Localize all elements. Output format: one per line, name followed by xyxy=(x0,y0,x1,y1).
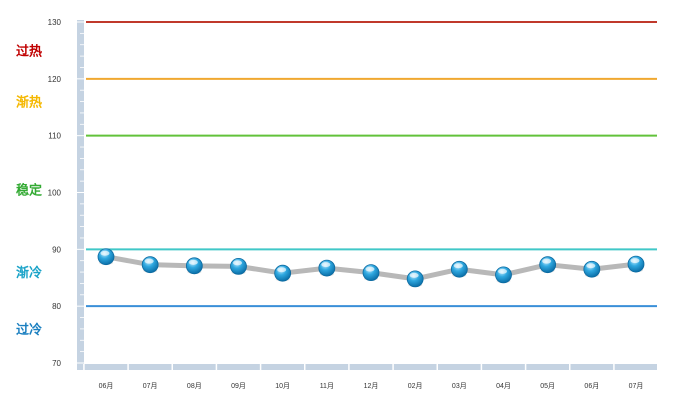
y-axis-bar xyxy=(77,20,84,369)
zone-label: 过热 xyxy=(16,43,42,59)
data-point xyxy=(406,270,424,288)
x-tick-label: 07月 xyxy=(143,382,158,390)
data-point xyxy=(450,260,468,278)
y-tick-label: 70 xyxy=(52,359,61,368)
y-axis: 70 80 90 100 110 120 130 xyxy=(48,18,84,369)
x-tick-label: 02月 xyxy=(408,382,423,390)
data-point-highlight xyxy=(144,258,154,264)
y-tick-label: 130 xyxy=(48,18,62,27)
data-point xyxy=(539,256,557,274)
data-point xyxy=(627,255,645,273)
data-point-highlight xyxy=(365,266,375,272)
x-tick-label: 08月 xyxy=(187,382,202,390)
data-point-highlight xyxy=(277,267,287,273)
data-point-highlight xyxy=(498,268,507,274)
x-axis: 06月 07月 08月 09月 10月 11月 12月 02月 03月 04月 05月 06月 07月 xyxy=(77,364,659,390)
x-tick-label: 07月 xyxy=(629,382,644,390)
y-tick-label: 110 xyxy=(48,132,61,141)
zone-label: 过冷 xyxy=(16,322,42,338)
zone-label: 渐热 xyxy=(16,95,42,111)
x-tick-label: 10月 xyxy=(275,382,290,390)
y-tick-label: 90 xyxy=(52,245,61,254)
x-tick-label: 05月 xyxy=(540,382,555,390)
data-point xyxy=(318,259,336,277)
data-point-highlight xyxy=(453,263,463,269)
data-point xyxy=(362,264,380,282)
data-point xyxy=(583,260,601,278)
data-point-highlight xyxy=(409,272,419,278)
y-tick-label: 100 xyxy=(48,189,62,198)
data-points xyxy=(97,248,645,288)
data-point-highlight xyxy=(188,259,198,265)
data-point-highlight xyxy=(630,258,640,264)
y-tick-label: 80 xyxy=(52,302,61,311)
data-point xyxy=(495,266,512,284)
data-point-highlight xyxy=(586,263,596,269)
threshold-lines xyxy=(86,21,657,308)
data-point xyxy=(141,256,159,274)
zone-label: 稳定 xyxy=(16,183,42,199)
zone-label: 渐冷 xyxy=(16,265,42,281)
data-point-highlight xyxy=(321,262,331,268)
x-tick-label: 12月 xyxy=(364,382,379,390)
data-point xyxy=(230,257,247,275)
x-tick-label: 11月 xyxy=(320,382,334,390)
x-tick-label: 06月 xyxy=(584,382,599,390)
data-point xyxy=(97,248,115,266)
x-tick-label: 03月 xyxy=(452,382,467,390)
data-point xyxy=(185,257,203,275)
x-tick-label: 09月 xyxy=(231,382,246,390)
data-point-highlight xyxy=(233,260,242,266)
x-axis-bar xyxy=(77,364,657,370)
data-point-highlight xyxy=(542,258,552,264)
data-point xyxy=(274,264,292,282)
data-point-highlight xyxy=(100,250,110,256)
x-tick-label: 06月 xyxy=(99,382,114,390)
x-tick-label: 04月 xyxy=(496,382,511,390)
y-tick-label: 120 xyxy=(48,75,62,84)
